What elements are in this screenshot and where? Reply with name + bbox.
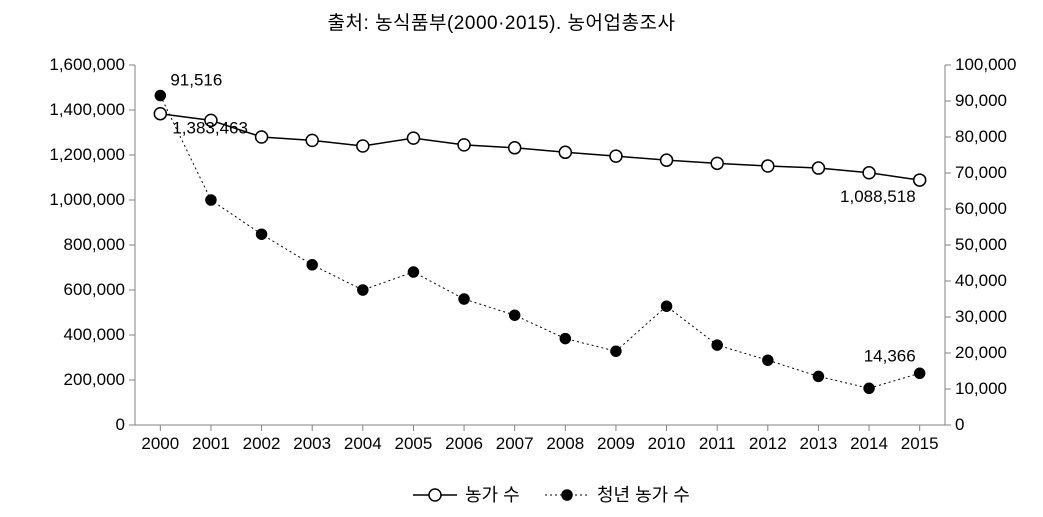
y-left-tick-label: 600,000 <box>64 280 125 299</box>
legend-label: 청년 농가 수 <box>597 485 690 505</box>
series-marker <box>864 383 874 393</box>
series-marker <box>712 340 722 350</box>
series-marker <box>256 131 268 143</box>
legend-label: 농가 수 <box>465 485 520 505</box>
legend-marker <box>429 489 441 501</box>
y-left-tick-label: 1,400,000 <box>49 100 125 119</box>
series-marker <box>358 285 368 295</box>
y-left-tick-label: 0 <box>116 415 125 434</box>
series-line <box>160 114 919 180</box>
series-marker <box>407 132 419 144</box>
y-right-tick-label: 70,000 <box>955 163 1007 182</box>
series-line <box>160 96 919 389</box>
x-tick-label: 2004 <box>344 434 382 453</box>
chart-container: 0 200,000 400,000 600,000 800,000 1,000,000 1,… <box>0 40 1043 517</box>
series-marker <box>711 157 723 169</box>
y-left-tick-label: 1,200,000 <box>49 145 125 164</box>
series-marker <box>763 355 773 365</box>
y-left-tick-label: 200,000 <box>64 370 125 389</box>
series-marker <box>154 108 166 120</box>
series-marker <box>762 160 774 172</box>
x-tick-label: 2012 <box>749 434 787 453</box>
series-marker <box>257 229 267 239</box>
x-tick-label: 2005 <box>395 434 433 453</box>
y-right-tick-label: 40,000 <box>955 271 1007 290</box>
series-marker <box>914 174 926 186</box>
y-right-tick-label: 20,000 <box>955 343 1007 362</box>
y-right-tick-label: 100,000 <box>955 55 1016 74</box>
chart-svg: 0 200,000 400,000 600,000 800,000 1,000,000 1,… <box>0 40 1043 517</box>
x-tick-label: 2007 <box>496 434 534 453</box>
series-marker <box>509 142 521 154</box>
series-marker <box>458 139 470 151</box>
series-marker <box>560 334 570 344</box>
series-marker <box>510 310 520 320</box>
series-marker <box>813 371 823 381</box>
x-tick-label: 2003 <box>293 434 331 453</box>
x-tick-label: 2009 <box>597 434 635 453</box>
data-label: 14,366 <box>864 346 916 365</box>
data-label: 1,383,463 <box>172 119 248 138</box>
x-tick-label: 2002 <box>243 434 281 453</box>
x-tick-label: 2001 <box>192 434 230 453</box>
series-marker <box>459 294 469 304</box>
series-marker <box>915 368 925 378</box>
series-marker <box>306 134 318 146</box>
x-tick-label: 2013 <box>800 434 838 453</box>
legend-marker <box>562 490 572 500</box>
x-tick-label: 2000 <box>141 434 179 453</box>
series-marker <box>812 162 824 174</box>
y-right-tick-label: 30,000 <box>955 307 1007 326</box>
series-marker <box>357 140 369 152</box>
data-label: 1,088,518 <box>840 187 916 206</box>
series-marker <box>611 346 621 356</box>
x-tick-label: 2006 <box>445 434 483 453</box>
y-right-tick-label: 0 <box>955 415 964 434</box>
y-left-tick-label: 1,600,000 <box>49 55 125 74</box>
x-tick-label: 2014 <box>850 434 888 453</box>
x-tick-label: 2008 <box>546 434 584 453</box>
y-left-tick-label: 1,000,000 <box>49 190 125 209</box>
series-marker <box>155 91 165 101</box>
series-marker <box>863 167 875 179</box>
y-left-tick-label: 800,000 <box>64 235 125 254</box>
series-marker <box>307 260 317 270</box>
y-right-tick-label: 10,000 <box>955 379 1007 398</box>
y-left-tick-label: 400,000 <box>64 325 125 344</box>
data-label: 91,516 <box>170 71 222 90</box>
x-tick-label: 2011 <box>699 434 736 453</box>
series-marker <box>662 301 672 311</box>
y-right-tick-label: 50,000 <box>955 235 1007 254</box>
series-marker <box>559 146 571 158</box>
y-right-tick-label: 90,000 <box>955 91 1007 110</box>
y-right-tick-label: 80,000 <box>955 127 1007 146</box>
series-marker <box>661 154 673 166</box>
y-right-tick-label: 60,000 <box>955 199 1007 218</box>
x-tick-label: 2010 <box>648 434 686 453</box>
source-text: 출처: 농식품부(2000·2015). 농어업총조사 <box>0 8 1003 35</box>
series-marker <box>610 150 622 162</box>
series-marker <box>206 195 216 205</box>
series-marker <box>408 267 418 277</box>
x-tick-label: 2015 <box>901 434 939 453</box>
